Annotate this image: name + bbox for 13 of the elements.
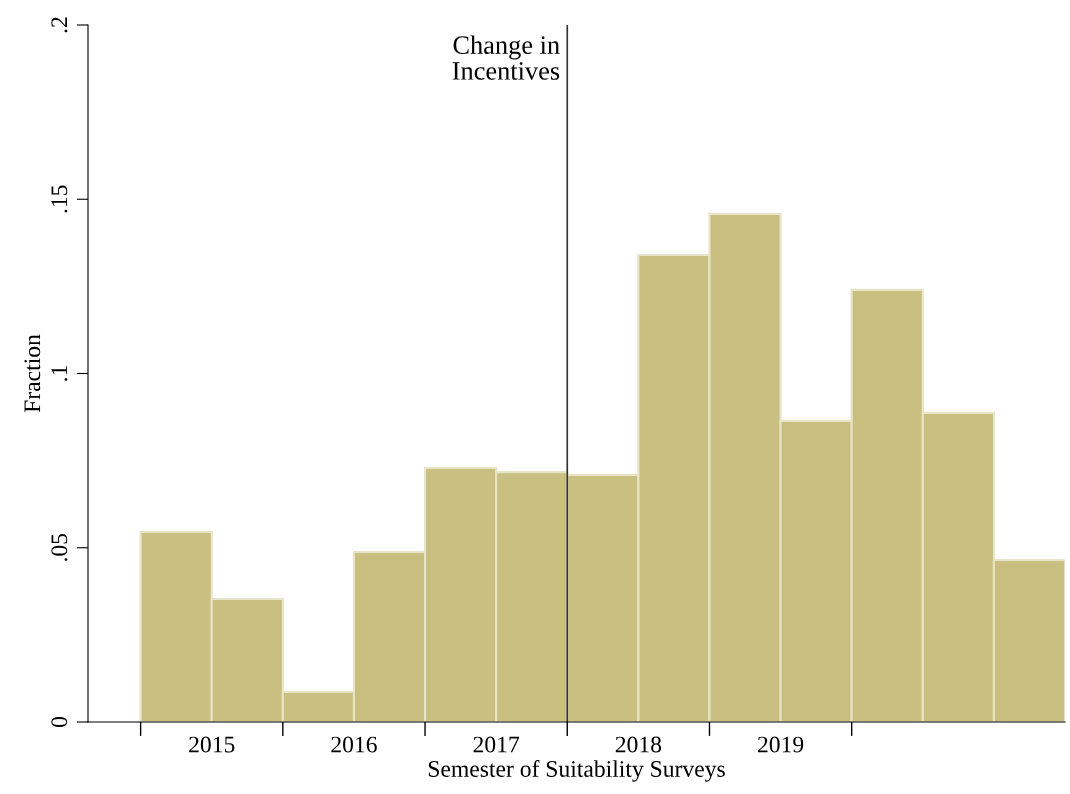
ref-line-label: Change in Incentives <box>452 35 560 80</box>
x-tick-label: 2019 <box>758 736 804 753</box>
y-tick-label: .15 <box>51 185 68 213</box>
y-tick-label: .05 <box>51 533 68 561</box>
y-tick-label: .2 <box>51 17 68 33</box>
x-axis-title: Semester of Suitability Surveys <box>428 760 725 782</box>
x-tick-label: 2017 <box>473 736 520 753</box>
x-tick-label: 2015 <box>189 736 235 753</box>
y-axis-title: Fraction <box>24 334 41 413</box>
y-tick-label: .1 <box>51 366 68 381</box>
y-tick-label: 0 <box>51 717 68 727</box>
x-tick-label: 2016 <box>331 736 377 753</box>
x-tick-label: 2018 <box>615 736 662 753</box>
